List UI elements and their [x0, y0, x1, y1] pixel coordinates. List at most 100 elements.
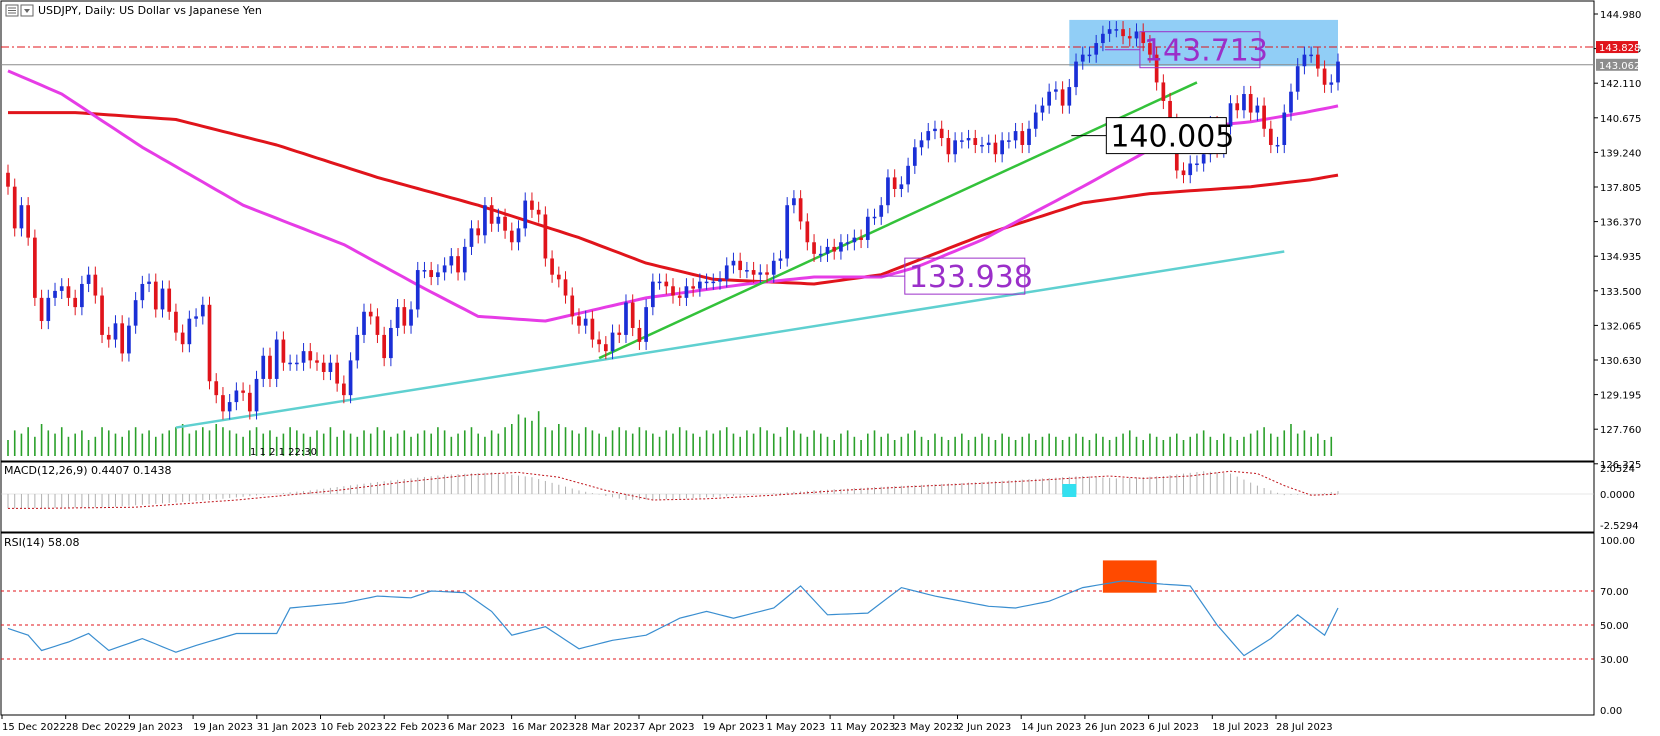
candle-body [1268, 128, 1273, 145]
date-tick-label: 15 Dec 2022 [2, 722, 66, 733]
candle-body [368, 311, 373, 317]
candle-body [1087, 54, 1092, 57]
candle-body [469, 228, 474, 247]
candle-body [805, 221, 810, 243]
price-label: 143.713 [1144, 34, 1268, 69]
candle-body [86, 274, 91, 284]
candle-body [1040, 105, 1045, 113]
candle-body [892, 177, 897, 189]
candle-body [140, 283, 145, 301]
candle-body [308, 351, 313, 361]
candle-body [1127, 36, 1132, 39]
candle-body [362, 311, 366, 335]
candle-body [59, 286, 64, 291]
candle-body [765, 272, 769, 275]
candle-body [879, 205, 884, 217]
candle-body [966, 138, 971, 141]
candle-body [335, 362, 339, 384]
candle-body [926, 131, 931, 141]
candle-body [852, 237, 857, 243]
candle-body [886, 177, 890, 206]
rsi-tick-label: 0.00 [1600, 706, 1622, 717]
candle-body [953, 140, 957, 155]
rsi-highlight-box [1102, 560, 1157, 593]
date-tick-label: 28 Mar 2023 [575, 722, 638, 733]
menu-icon[interactable] [5, 4, 19, 17]
date-tick-label: 6 Jul 2023 [1149, 722, 1199, 733]
price-panel-frame [0, 0, 1595, 462]
date-tick-label: 19 Apr 2023 [703, 722, 765, 733]
candle-body [610, 332, 615, 352]
candle-body [906, 165, 910, 185]
bid-price-tag [1596, 58, 1638, 71]
candle-body [1235, 103, 1240, 111]
candle-body [180, 332, 185, 345]
candle-body [288, 362, 292, 365]
candle-body [6, 172, 10, 187]
candle-body [919, 140, 924, 148]
candle-body [113, 323, 118, 340]
candle-body [1181, 170, 1186, 176]
candle-body [677, 295, 682, 298]
candle-body [718, 279, 722, 282]
candle-body [375, 316, 380, 335]
candle-body [436, 272, 440, 278]
date-tick-label: 2 Jun 2023 [958, 722, 1012, 733]
date-tick-label: 23 May 2023 [894, 722, 959, 733]
candle-body [832, 246, 837, 252]
candle-body [1282, 112, 1287, 145]
resistance-zone [1069, 19, 1338, 67]
macd-tick-label: 0.0000 [1600, 490, 1635, 501]
candle-body [1060, 89, 1065, 106]
candle-body [1074, 61, 1078, 88]
candle-body [865, 216, 870, 240]
candle-body [268, 355, 272, 379]
candle-body [731, 260, 736, 266]
date-tick-label: 28 Dec 2022 [66, 722, 130, 733]
candle-body [153, 281, 158, 310]
candle-body [563, 279, 568, 296]
candle-body [1107, 29, 1112, 34]
price-tick-label: 133.500 [1600, 287, 1641, 298]
macd-marker [1062, 484, 1077, 497]
candle-body [644, 307, 648, 342]
candle-body [46, 297, 51, 322]
candle-body [1316, 54, 1320, 69]
candle-body [792, 198, 796, 206]
price-label-box [1105, 117, 1227, 155]
candle-body [93, 274, 98, 296]
date-tick-label: 6 Mar 2023 [448, 722, 505, 733]
candle-body [859, 237, 863, 240]
candle-body [315, 360, 319, 363]
candle-body [429, 270, 434, 278]
candle-body [1141, 31, 1146, 44]
candle-body [597, 339, 601, 345]
level-price-tag [1596, 41, 1638, 54]
candle-body [301, 351, 306, 363]
candle-body [496, 216, 501, 224]
candle-body [1336, 61, 1340, 83]
candle-body [73, 297, 78, 308]
date-tick-label: 22 Feb 2023 [384, 722, 446, 733]
candle-body [778, 258, 783, 261]
candle-body [993, 142, 998, 155]
chart-title: USDJPY, Daily: US Dollar vs Japanese Yen [38, 4, 262, 17]
candle-body [261, 355, 266, 379]
macd-signal-line [8, 470, 1339, 509]
candle-body [657, 281, 662, 284]
candle-body [234, 390, 239, 403]
candle-body [577, 316, 581, 326]
candle-body [1027, 128, 1031, 145]
candle-body [509, 230, 514, 243]
candle-body [711, 281, 716, 284]
candle-body [798, 198, 803, 222]
rsi-label: RSI(14) 58.08 [4, 536, 79, 549]
candle-body [785, 205, 790, 259]
candle-body [187, 318, 192, 345]
date-tick-label: 7 Apr 2023 [639, 722, 694, 733]
candle-body [462, 246, 467, 273]
rsi-tick-label: 50.00 [1600, 621, 1629, 632]
candle-body [630, 302, 635, 328]
candle-body [751, 270, 756, 275]
chart-dropdown-icon[interactable] [20, 4, 34, 17]
